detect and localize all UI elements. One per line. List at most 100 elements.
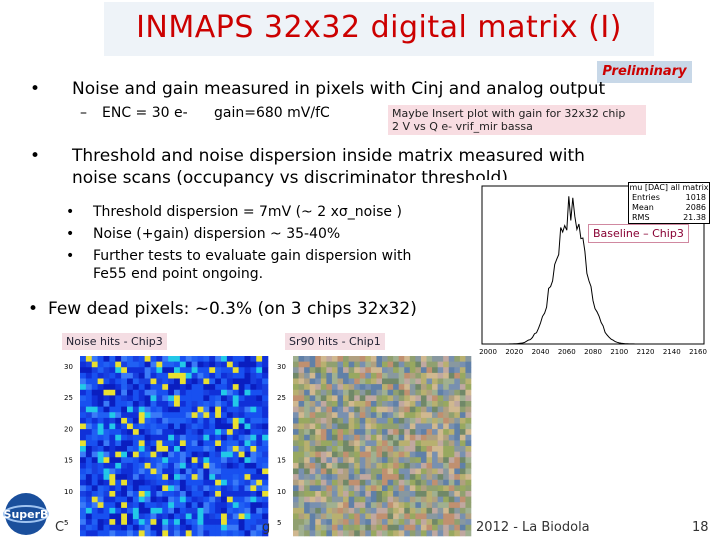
- pixel-cell: [465, 389, 472, 396]
- pixel-cell: [465, 502, 472, 509]
- threshold-dispersion: Threshold dispersion = 7mV (~ 2 xσ_noise…: [93, 204, 402, 220]
- pixel-cell: [387, 417, 394, 424]
- pixel-cell: [359, 507, 366, 514]
- pixel-cell: [326, 519, 333, 526]
- pixel-cell: [426, 530, 433, 537]
- pixel-cell: [80, 502, 87, 509]
- pixel-cell: [215, 491, 222, 497]
- pixel-cell: [109, 530, 116, 537]
- pixel-cell: [156, 434, 163, 441]
- pixel-cell: [293, 468, 299, 475]
- pixel-cell: [337, 451, 344, 458]
- pixel-cell: [365, 429, 372, 436]
- pixel-cell: [97, 468, 104, 475]
- pixel-cell: [331, 372, 338, 379]
- pixel-cell: [185, 457, 192, 464]
- pixel-cell: [109, 457, 116, 464]
- pixel-cell: [215, 496, 222, 503]
- pixel-cell: [97, 417, 104, 424]
- pixel-cell: [365, 479, 372, 486]
- pixel-cell: [404, 474, 411, 481]
- pixel-cell: [320, 378, 327, 385]
- pixel-cell: [393, 491, 399, 497]
- pixel-cell: [309, 485, 316, 492]
- pixel-cell: [191, 485, 198, 492]
- pixel-cell: [320, 457, 327, 464]
- pixel-cell: [459, 423, 466, 430]
- pixel-cell: [144, 502, 151, 509]
- pixel-cell: [415, 378, 422, 385]
- pixel-cell: [238, 513, 245, 520]
- pixel-cell: [221, 446, 228, 452]
- pixel-cell: [144, 479, 151, 486]
- pixel-cell: [415, 395, 422, 402]
- pixel-cell: [191, 406, 198, 413]
- pixel-cell: [376, 446, 383, 452]
- pixel-cell: [127, 361, 134, 368]
- pixel-cell: [326, 395, 333, 402]
- pixel-cell: [191, 429, 198, 436]
- pixel-cell: [304, 496, 310, 503]
- pixel-cell: [359, 356, 366, 362]
- pixel-cell: [331, 519, 338, 526]
- pixel-cell: [415, 440, 422, 447]
- pixel-cell: [320, 367, 327, 374]
- pixel-cell: [298, 384, 305, 391]
- pixel-cell: [226, 462, 234, 469]
- pixel-cell: [179, 502, 187, 509]
- pixel-cell: [244, 507, 251, 514]
- pixel-cell: [465, 361, 472, 368]
- pixel-cell: [320, 474, 327, 481]
- pixel-cell: [298, 361, 305, 368]
- pixel-cell: [132, 356, 140, 362]
- pixel-cell: [437, 462, 444, 469]
- pixel-cell: [420, 479, 427, 486]
- pixel-cell: [209, 496, 216, 503]
- pixel-cell: [459, 384, 466, 391]
- pixel-cell: [448, 513, 455, 520]
- histogram-series: [482, 196, 704, 345]
- pixel-cell: [348, 378, 355, 385]
- further-tests-line-1: Further tests to evaluate gain dispersio…: [93, 248, 412, 264]
- pixel-cell: [293, 401, 299, 407]
- pixel-cell: [320, 412, 327, 419]
- pixel-cell: [226, 451, 234, 458]
- pixel-cell: [343, 530, 349, 537]
- pixel-cell: [465, 372, 472, 379]
- pixel-cell: [293, 440, 299, 447]
- page-title: INMAPS 32x32 digital matrix (I): [136, 10, 622, 45]
- pixel-cell: [370, 372, 377, 379]
- pixel-cell: [226, 406, 234, 413]
- pixel-cell: [315, 519, 322, 526]
- pixel-cell: [331, 451, 338, 458]
- pixel-cell: [437, 417, 444, 424]
- pixel-cell: [309, 451, 316, 458]
- pixel-cell: [185, 401, 192, 407]
- pixel-cell: [426, 474, 433, 481]
- pixel-cell: [150, 401, 157, 407]
- pixel-cell: [232, 367, 239, 374]
- pixel-cell: [354, 361, 361, 368]
- pixel-cell: [209, 468, 216, 475]
- pixel-cell: [465, 434, 472, 441]
- pixel-cell: [203, 423, 210, 430]
- pixel-cell: [103, 451, 110, 458]
- pixel-cell: [115, 440, 122, 447]
- pixel-cell: [203, 457, 210, 464]
- pixel-cell: [415, 356, 422, 362]
- pixel-cell: [315, 485, 322, 492]
- pixel-cell: [459, 361, 466, 368]
- pixel-cell: [343, 519, 349, 526]
- pixel-cell: [174, 485, 181, 492]
- pixel-cell: [215, 412, 222, 419]
- pixel-cell: [443, 491, 450, 497]
- pixel-cell: [370, 502, 377, 509]
- pixel-cell: [404, 524, 411, 531]
- pixel-cell: [85, 457, 93, 464]
- pixel-cell: [320, 530, 327, 537]
- pixel-cell: [262, 372, 269, 379]
- pixel-cell: [244, 406, 251, 413]
- pixel-cell: [109, 479, 116, 486]
- pixel-cell: [376, 440, 383, 447]
- pixel-cell: [415, 417, 422, 424]
